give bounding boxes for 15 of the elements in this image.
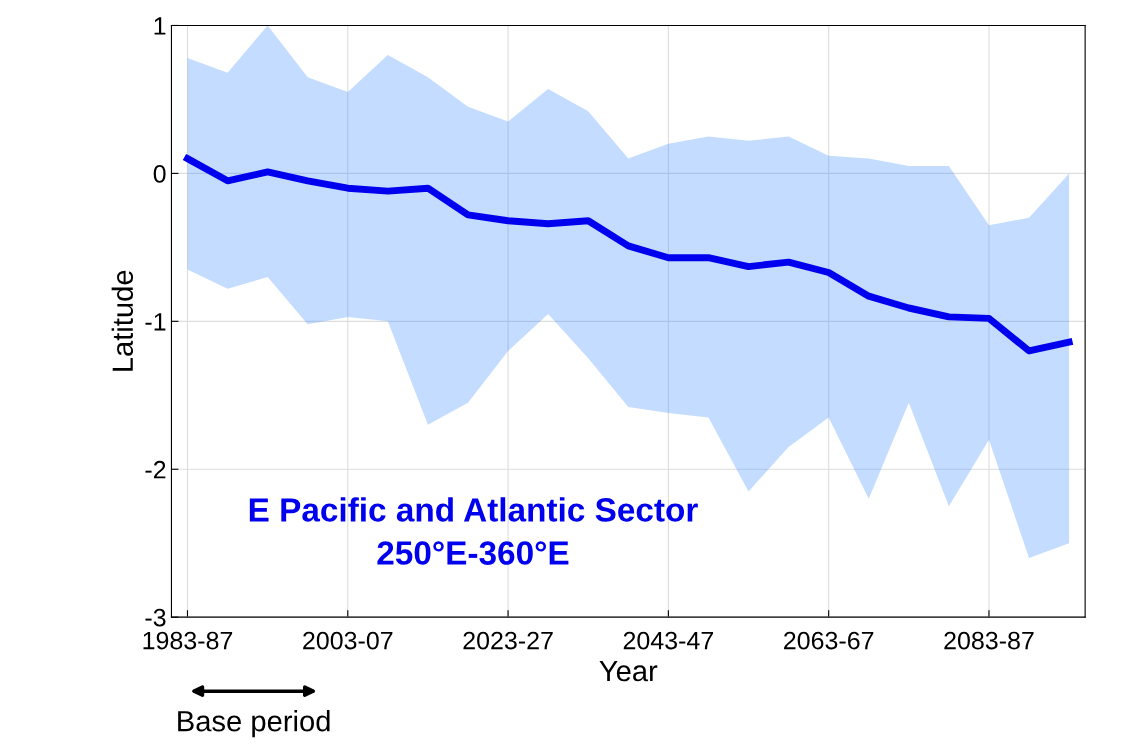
x-tick-label: 1983-87	[143, 631, 233, 650]
y-tick-label: -2	[145, 460, 166, 479]
y-tick-label: 0	[153, 165, 166, 183]
x-tick-label: 2003-07	[303, 631, 393, 650]
y-tick-label: -1	[145, 313, 166, 331]
annotation: E Pacific and Atlantic Sector 250°E-360°E	[249, 497, 698, 565]
x-tick-label: 2063-67	[784, 631, 874, 650]
text: Base period	[178, 710, 330, 738]
y-tick-label: 1	[154, 17, 166, 35]
x-tick-label: 2023-27	[463, 631, 553, 650]
x-tick-label: 2083-87	[944, 631, 1034, 650]
y-tick-label: -3	[145, 608, 166, 627]
x-tick-label: 2043-47	[623, 631, 713, 650]
y-axis-title: Latitude	[111, 270, 134, 371]
x-axis-title: Year	[599, 661, 658, 682]
